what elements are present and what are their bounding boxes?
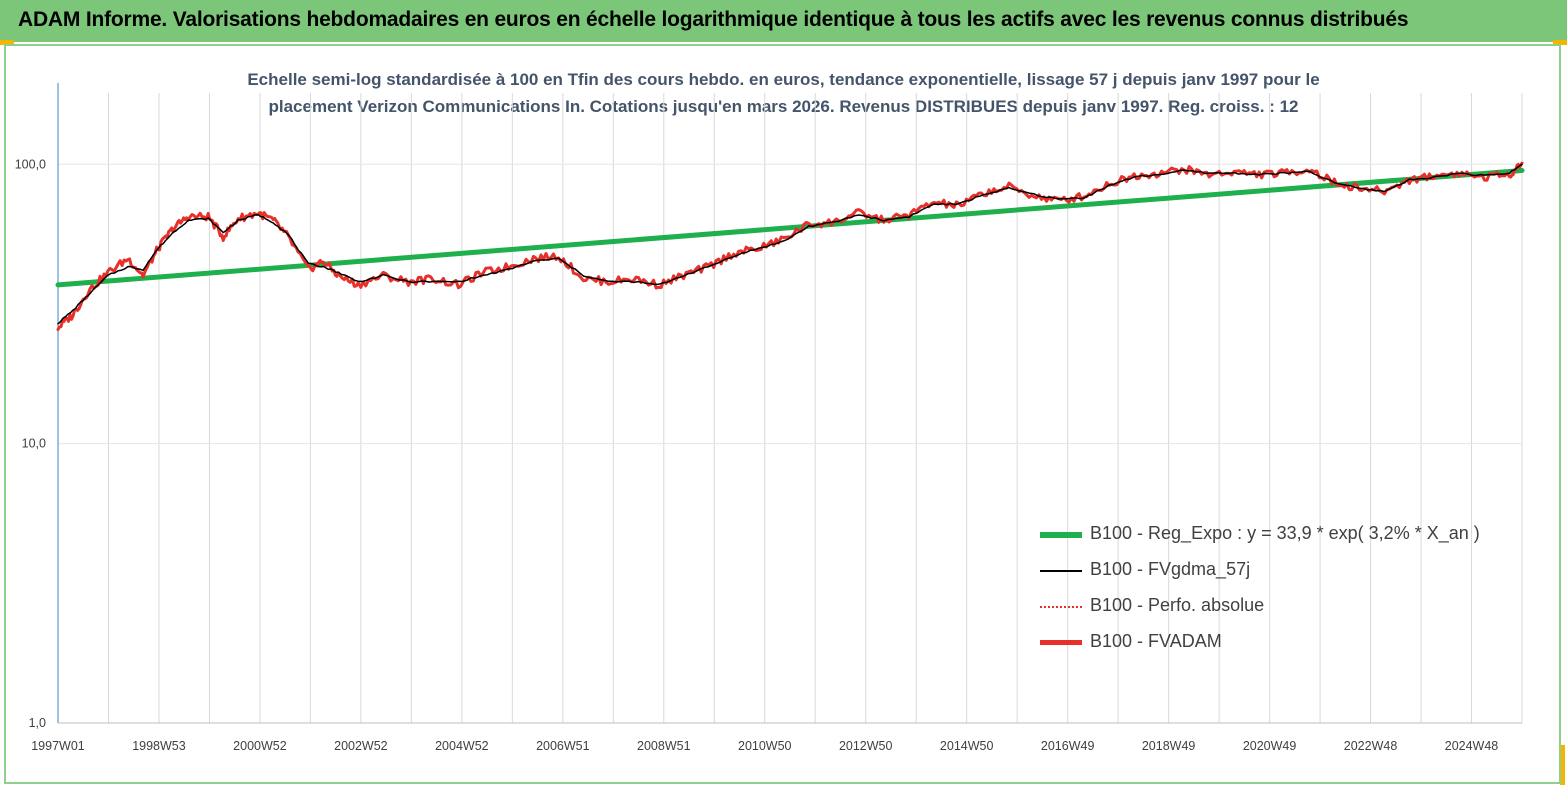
x-tick-label: 1998W53 (132, 739, 186, 753)
legend-swatch-perfo-absolue (1040, 606, 1082, 608)
x-tick-label: 2024W48 (1445, 739, 1499, 753)
legend-swatch-fvgdma (1040, 570, 1082, 572)
legend-label-reg-expo: B100 - Reg_Expo : y = 33,9 * exp( 3,2% *… (1090, 523, 1480, 543)
y-tick-label: 100,0 (15, 157, 46, 171)
y-tick-label: 10,0 (22, 437, 46, 451)
corner-mark-top-right (1553, 40, 1567, 45)
report-header: ADAM Informe. Valorisations hebdomadaire… (0, 0, 1567, 42)
y-tick-label: 1,0 (29, 716, 46, 730)
tick-label-layer: 1,0 10,0 100,0 1997W01 1998W53 2000W52 2002W52… (15, 157, 1499, 753)
x-tick-label: 2010W50 (738, 739, 792, 753)
x-tick-label: 1997W01 (31, 739, 85, 753)
legend-swatch-reg-expo (1040, 532, 1082, 538)
axis-layer (57, 83, 1522, 724)
x-tick-label: 2012W50 (839, 739, 893, 753)
chart-title: Echelle semi-log standardisée à 100 en T… (0, 66, 1567, 120)
report-title: ADAM Informe. Valorisations hebdomadaire… (18, 8, 1409, 31)
corner-mark-bottom-right (1560, 745, 1565, 785)
x-tick-label: 2018W49 (1142, 739, 1196, 753)
chart-title-line-2: placement Verizon Communications In. Cot… (268, 97, 1299, 116)
x-tick-label: 2000W52 (233, 739, 287, 753)
series-line-reg-expo (55, 168, 1525, 288)
x-tick-label: 2002W52 (334, 739, 388, 753)
chart-title-line-1: Echelle semi-log standardisée à 100 en T… (247, 70, 1320, 89)
legend-swatch-fvadam (1040, 640, 1082, 645)
x-tick-label: 2008W51 (637, 739, 691, 753)
x-tick-label: 2014W50 (940, 739, 994, 753)
x-tick-label: 2022W48 (1344, 739, 1398, 753)
x-tick-label: 2004W52 (435, 739, 489, 753)
series-layer (55, 161, 1525, 331)
series-line-fvgdma (57, 163, 1523, 325)
x-tick-label: 2016W49 (1041, 739, 1095, 753)
x-tick-label: 2006W51 (536, 739, 590, 753)
legend-label-fvgdma: B100 - FVgdma_57j (1090, 559, 1251, 579)
chart-frame (4, 44, 1561, 784)
legend-label-fvadam: B100 - FVADAM (1090, 631, 1222, 651)
corner-mark-top-left (0, 40, 14, 45)
legend-label-perfo-absolue: B100 - Perfo. absolue (1090, 595, 1265, 615)
x-tick-label: 2020W49 (1243, 739, 1297, 753)
